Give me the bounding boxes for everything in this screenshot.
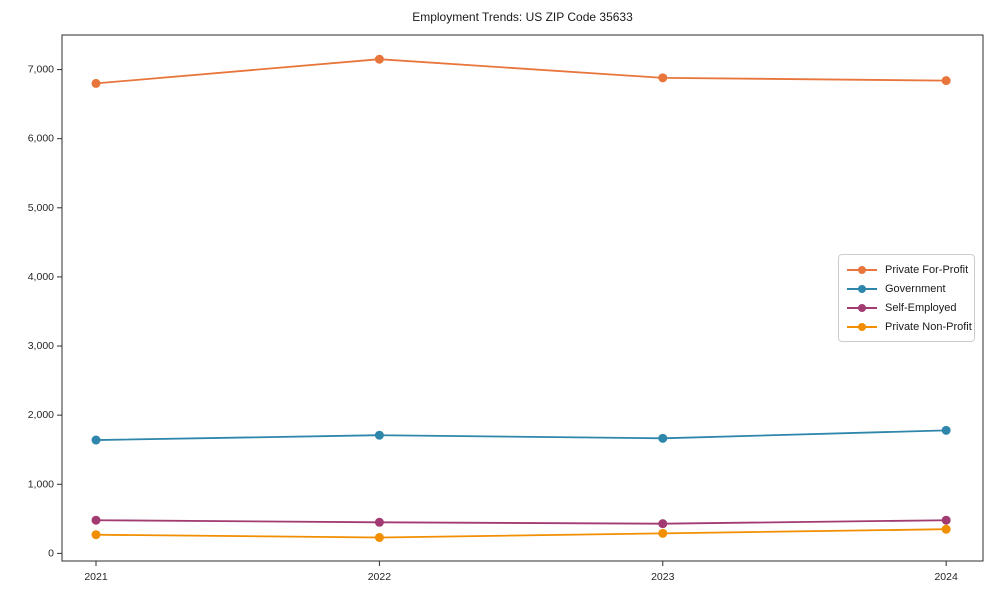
legend-item-private-non-profit: Private Non-Profit <box>847 317 972 336</box>
legend-line-marker-icon <box>847 265 877 275</box>
data-point-marker <box>91 78 101 88</box>
y-tick-label: 5,000 <box>28 202 54 214</box>
series-self-employed <box>91 515 951 529</box>
legend-line-marker-icon <box>847 303 877 313</box>
x-tick-label: 2022 <box>368 571 392 583</box>
data-point-marker <box>941 524 951 534</box>
data-point-marker <box>91 435 101 445</box>
y-tick-label: 1,000 <box>28 478 54 490</box>
x-axis: 2021 2022 2023 2024 <box>84 561 958 583</box>
data-point-marker <box>941 425 951 435</box>
series-line <box>95 429 947 441</box>
y-tick-label: 2,000 <box>28 409 54 421</box>
axes-border <box>61 34 984 562</box>
legend-label: Government <box>885 282 946 295</box>
y-tick-label: 4,000 <box>28 271 54 283</box>
chart-title: Employment Trends: US ZIP Code 35633 <box>412 10 633 24</box>
data-point-marker <box>658 73 668 83</box>
series-private-for-profit <box>91 54 951 88</box>
y-tick-label: 0 <box>48 547 54 559</box>
y-tick-label: 7,000 <box>28 64 54 76</box>
x-tick-label: 2021 <box>84 571 108 583</box>
y-tick-label: 6,000 <box>28 133 54 145</box>
data-point-marker <box>658 528 668 538</box>
data-point-marker <box>374 532 384 542</box>
legend: Private For-Profit Government Self-Employe… <box>838 254 975 342</box>
legend-label: Private For-Profit <box>885 263 969 276</box>
y-tick-label: 3,000 <box>28 340 54 352</box>
x-tick-label: 2024 <box>934 571 958 583</box>
series-line <box>95 58 947 85</box>
data-point-marker <box>941 515 951 525</box>
y-axis: 0 1,000 2,000 3,000 4,000 5,000 6,000 7,000 <box>28 64 62 559</box>
data-point-marker <box>374 430 384 440</box>
data-point-marker <box>658 519 668 529</box>
legend-item-private-for-profit: Private For-Profit <box>847 260 969 279</box>
series-private-non-profit <box>91 524 951 542</box>
data-point-marker <box>374 517 384 527</box>
legend-item-self-employed: Self-Employed <box>847 298 966 317</box>
data-point-marker <box>658 433 668 443</box>
series-line <box>95 519 947 525</box>
data-point-marker <box>91 530 101 540</box>
legend-label: Private Non-Profit <box>885 320 972 333</box>
legend-item-government: Government <box>847 279 966 298</box>
series-government <box>91 425 951 445</box>
series-line <box>95 528 947 539</box>
legend-line-marker-icon <box>847 284 877 294</box>
x-tick-label: 2023 <box>651 571 675 583</box>
legend-line-marker-icon <box>847 322 877 332</box>
legend-label: Self-Employed <box>885 301 957 314</box>
data-point-marker <box>941 76 951 86</box>
data-point-marker <box>374 54 384 64</box>
data-point-marker <box>91 515 101 525</box>
